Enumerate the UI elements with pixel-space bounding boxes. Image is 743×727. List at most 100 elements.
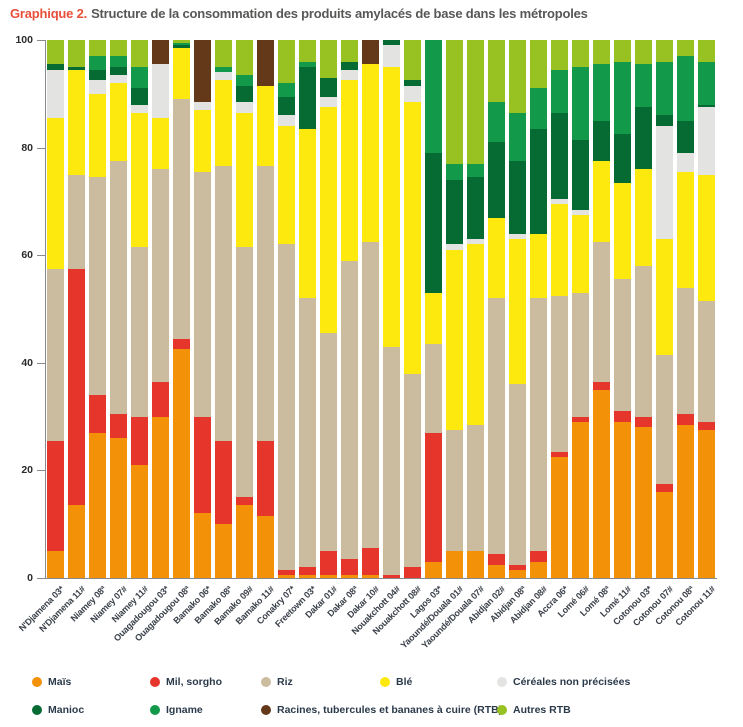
bar — [68, 40, 85, 578]
bar-segment-cnp — [110, 75, 127, 84]
bar-segment-riz — [656, 354, 673, 484]
bar-segment-igname — [299, 61, 316, 67]
bar-segment-mais — [278, 575, 295, 578]
bar-segment-igname — [614, 61, 631, 135]
bar-segment-mais — [47, 551, 64, 578]
bar-segment-riz — [425, 344, 442, 433]
bar-segment-ble — [89, 93, 106, 178]
bar-segment-ble — [110, 83, 127, 162]
bar-segment-ble — [635, 169, 652, 266]
y-tick-label: 80 — [21, 141, 33, 154]
legend-label: Mil, sorgho — [166, 676, 222, 688]
bar-segment-ble — [362, 64, 379, 242]
bar-segment-ble — [404, 101, 421, 374]
bar-segment-manioc — [236, 85, 253, 102]
bar — [698, 40, 715, 578]
ble-swatch-icon — [380, 677, 390, 687]
bar-segment-mil — [320, 551, 337, 576]
bar-segment-mil — [173, 338, 190, 350]
bar-segment-igname — [236, 75, 253, 86]
bar-segment-mais — [89, 432, 106, 578]
bar-segment-mais — [698, 430, 715, 578]
bar — [278, 40, 295, 578]
y-tick-mark — [37, 362, 45, 364]
bar-segment-mil — [194, 416, 211, 514]
y-axis: 0 20 40 60 80 100 — [0, 34, 45, 584]
bar-segment-riz — [467, 424, 484, 552]
bar-segment-cnp — [278, 115, 295, 127]
bar-segment-igname — [446, 163, 463, 180]
legend-label: Igname — [166, 704, 203, 716]
legend-label: Maïs — [48, 676, 72, 688]
bar — [467, 40, 484, 578]
y-tick-mark — [37, 255, 45, 257]
bar-segment-autres_rtb — [572, 40, 589, 67]
bar-segment-cnp — [572, 209, 589, 215]
bar-segment-mil — [383, 575, 400, 578]
bar-segment-mais — [215, 524, 232, 578]
bar-segment-riz — [530, 298, 547, 552]
bar-segment-manioc — [425, 153, 442, 293]
bar-segment-autres_rtb — [551, 40, 568, 70]
bar-segment-autres_rtb — [635, 40, 652, 65]
bar-segment-mil — [68, 268, 85, 506]
bar — [194, 40, 211, 578]
bar-segment-mil — [362, 548, 379, 576]
bar-segment-mil — [257, 440, 274, 517]
bar-segment-riz — [236, 247, 253, 498]
bar-segment-cnp — [383, 45, 400, 67]
bar-segment-mil — [47, 440, 64, 552]
bar-segment-autres_rtb — [656, 40, 673, 62]
bar-segment-cnp — [677, 153, 694, 172]
x-axis-labels: N'Djamena 03* N'Djamena 11# Niamey 08ª Niam… — [0, 578, 743, 668]
plot-area — [46, 40, 716, 578]
bar-segment-mais — [635, 427, 652, 578]
bar-segment-cnp — [341, 69, 358, 81]
bar-segment-mais — [152, 416, 169, 578]
legend-item-manioc: Manioc — [32, 704, 84, 716]
bar-segment-mais — [551, 456, 568, 578]
bar-segment-autres_rtb — [341, 40, 358, 62]
bar — [299, 40, 316, 578]
bar-segment-autres_rtb — [677, 40, 694, 57]
bar-segment-mais — [194, 513, 211, 578]
chart-title-number: Graphique 2. — [10, 6, 88, 21]
bar — [383, 40, 400, 578]
bar-segment-manioc — [68, 66, 85, 70]
bar-segment-autres_rtb — [614, 40, 631, 62]
bar-segment-riz — [593, 241, 610, 382]
rtb-swatch-icon — [261, 705, 271, 715]
bar-segment-mais — [362, 575, 379, 578]
bar-segment-ble — [677, 171, 694, 288]
legend-item-mil-sorgho: Mil, sorgho — [150, 676, 222, 688]
legend-label: Racines, tubercules et bananes à cuire (… — [277, 704, 503, 716]
legend-item-ble: Blé — [380, 676, 412, 688]
legend-item-riz: Riz — [261, 676, 293, 688]
bar-segment-ble — [68, 69, 85, 175]
bar-segment-cnp — [551, 198, 568, 205]
bar-segment-igname — [425, 40, 442, 154]
y-tick-mark — [37, 147, 45, 149]
bar-segment-mil — [509, 564, 526, 570]
bar-segment-manioc — [47, 64, 64, 70]
bar-segment-manioc — [488, 142, 505, 218]
bar-segment-ble — [446, 249, 463, 431]
bar-segment-ble — [656, 239, 673, 355]
bar-segment-autres_rtb — [467, 40, 484, 164]
bar-segment-mais — [572, 421, 589, 578]
bar-segment-riz — [194, 171, 211, 417]
bar-segment-riz — [551, 295, 568, 452]
bar-segment-manioc — [110, 66, 127, 75]
bar-segment-autres_rtb — [404, 40, 421, 81]
bar-segment-mais — [656, 491, 673, 578]
bar-segment-ble — [215, 80, 232, 167]
bar — [614, 40, 631, 578]
bar-segment-ble — [425, 292, 442, 344]
bar-segment-igname — [677, 56, 694, 121]
bar-segment-manioc — [404, 80, 421, 86]
bar-segment-ble — [236, 112, 253, 248]
bar-segment-cnp — [215, 72, 232, 81]
bar-segment-ble — [572, 214, 589, 293]
legend-label: Manioc — [48, 704, 85, 716]
bar-segment-mil — [572, 416, 589, 422]
